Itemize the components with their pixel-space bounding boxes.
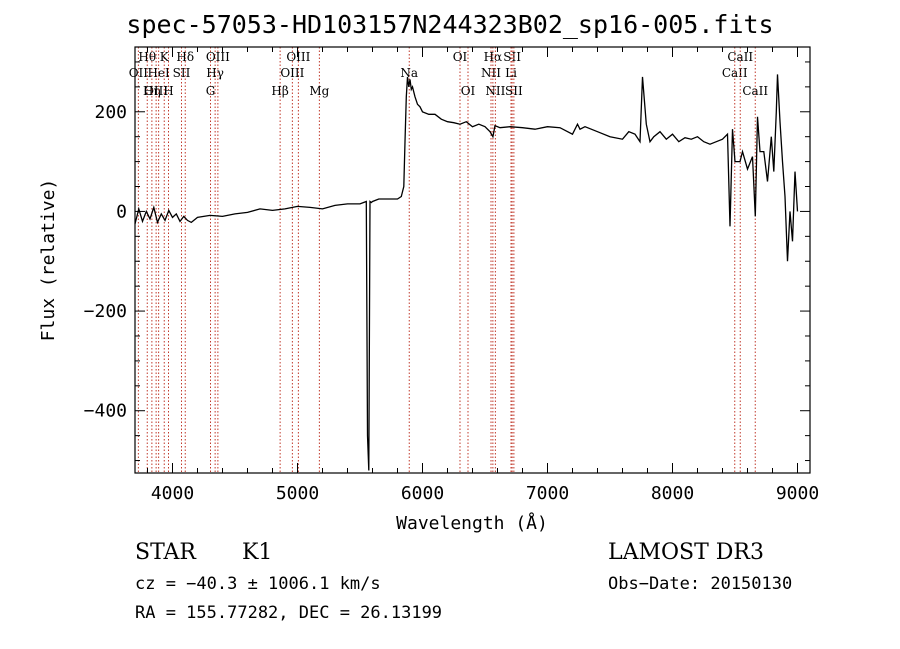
spectral-line-label: OIII xyxy=(144,84,168,98)
x-tick-label: 9000 xyxy=(776,483,819,504)
spectral-line-label: H xyxy=(163,84,173,98)
x-tick-label: 6000 xyxy=(401,483,444,504)
x-tick-label: 4000 xyxy=(151,483,194,504)
spectral-line-label: OIII xyxy=(206,50,230,64)
spectrum-line xyxy=(134,74,799,471)
spectral-line-label: Hδ xyxy=(176,50,194,64)
spectral-line-label: NII xyxy=(485,84,505,98)
plot-frame xyxy=(134,46,811,474)
object-subclass: K1 xyxy=(242,540,273,565)
spectral-line-label: NII xyxy=(481,66,501,80)
spectral-line-label: SII xyxy=(505,84,523,98)
y-axis-label: Flux (relative) xyxy=(38,179,59,342)
y-tick-label: −200 xyxy=(84,301,127,322)
spectral-line-label: SII xyxy=(503,50,521,64)
coordinates: RA = 155.77282, DEC = 26.13199 xyxy=(135,603,443,623)
spectral-line-label: G xyxy=(206,84,216,98)
spectral-line-label: Hα xyxy=(484,50,503,64)
object-class: STAR xyxy=(135,540,196,565)
y-tick-label: 0 xyxy=(116,201,127,222)
spectral-line-label: OIII xyxy=(280,66,304,80)
observation-date: Obs−Date: 20150130 xyxy=(608,574,793,594)
chart-title: spec-57053-HD103157N244323B02_sp16-005.f… xyxy=(126,10,774,39)
x-axis-label: Wavelength (Å) xyxy=(396,512,548,534)
spectral-lines-layer: HθOIIOIIIHηHeIKHSIIHδGHγOIIIHβOIIIOIIIMg… xyxy=(129,47,768,473)
spectral-line-label: OI xyxy=(453,50,468,64)
spectral-line-label: Hγ xyxy=(206,66,224,80)
x-tick-label: 7000 xyxy=(526,483,569,504)
spectral-line-label: Hη xyxy=(143,84,161,98)
spectral-line-label: HeI xyxy=(147,66,170,80)
y-tick-label: −400 xyxy=(84,401,127,422)
redshift-cz: cz = −40.3 ± 1006.1 km/s xyxy=(135,574,381,594)
survey-name: LAMOST DR3 xyxy=(608,540,764,565)
spectral-line-label: SII xyxy=(173,66,191,80)
axes-layer: 4000 5000 6000 7000 8000 9000 −400 −200 0 200 xyxy=(84,47,819,504)
spectral-line-label: Hβ xyxy=(271,84,288,98)
spectral-line-label: Mg xyxy=(309,84,329,98)
spectral-line-label: Li xyxy=(505,66,517,80)
spectral-line-label: CaII xyxy=(727,50,753,64)
spectral-line-label: CaII xyxy=(742,84,768,98)
spectral-line-label: OI xyxy=(461,84,476,98)
x-tick-label: 5000 xyxy=(276,483,319,504)
spectral-line-label: Na xyxy=(400,66,418,80)
spectral-line-label: OII xyxy=(129,66,149,80)
spectral-line-label: K xyxy=(160,50,170,64)
spectral-line-label: CaII xyxy=(722,66,748,80)
y-tick-label: 200 xyxy=(94,102,127,123)
x-tick-label: 8000 xyxy=(651,483,694,504)
spectral-line-label: Hθ xyxy=(138,50,156,64)
spectral-line-label: OIII xyxy=(286,50,310,64)
